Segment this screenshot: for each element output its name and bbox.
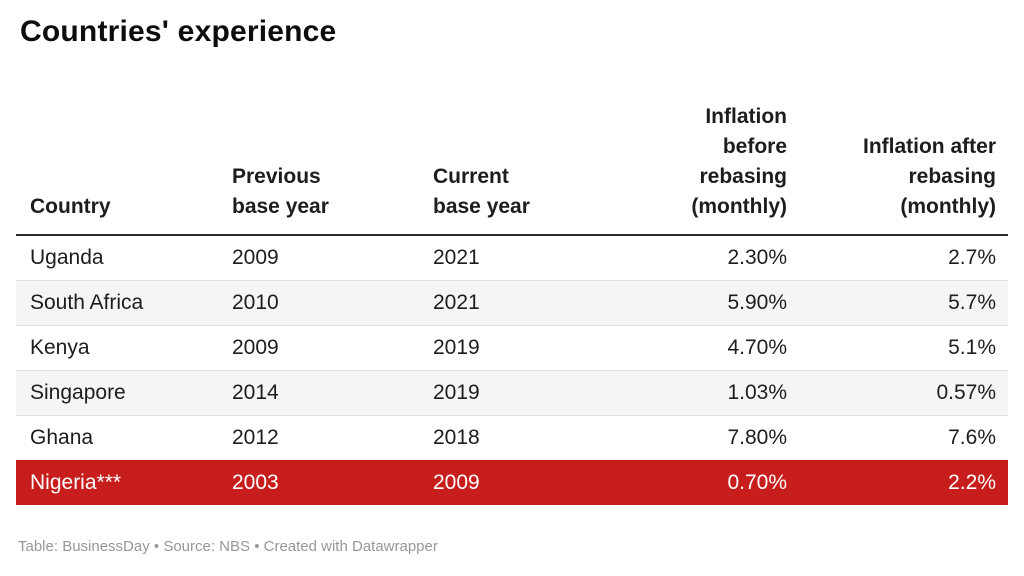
column-header-inflation-after-rebasing-monthly: Inflation after rebasing (monthly) (801, 102, 1008, 236)
cell-uganda-current-base-year: 2021 (433, 246, 480, 269)
column-header-previous-base-year: Previous base year (218, 102, 419, 236)
table-header: Country Previous base year Current base ye… (16, 102, 1008, 236)
cell-south-africa-country: South Africa (30, 291, 144, 314)
cell-singapore-inflation-before: 1.03% (727, 381, 787, 404)
cell-ghana-inflation-after: 7.6% (948, 426, 996, 449)
column-header-country: Country (16, 102, 218, 236)
countries-table: Country Previous base year Current base ye… (16, 102, 1008, 505)
datawrapper-table-page: Countries' experience Country Previous ba… (0, 14, 1024, 576)
column-header-current-base-year: Current base year (419, 102, 619, 236)
cell-nigeria-inflation-after: 2.2% (948, 471, 996, 494)
table-row-nigeria: Nigeria*** 2003 2009 0.70% 2.2% (16, 460, 1008, 505)
header-row: Country Previous base year Current base ye… (16, 102, 1008, 236)
cell-nigeria-current-base-year: 2009 (433, 471, 480, 494)
cell-nigeria-inflation-before: 0.70% (727, 471, 787, 494)
cell-kenya-previous-base-year: 2009 (232, 336, 279, 359)
cell-singapore-current-base-year: 2019 (433, 381, 480, 404)
cell-south-africa-inflation-after: 5.7% (948, 291, 996, 314)
page-title: Countries' experience (20, 15, 337, 48)
cell-uganda-previous-base-year: 2009 (232, 246, 279, 269)
cell-south-africa-previous-base-year: 2010 (232, 291, 279, 314)
cell-nigeria-previous-base-year: 2003 (232, 471, 279, 494)
cell-south-africa-inflation-before: 5.90% (727, 291, 787, 314)
cell-kenya-current-base-year: 2019 (433, 336, 480, 359)
cell-ghana-previous-base-year: 2012 (232, 426, 279, 449)
cell-kenya-country: Kenya (30, 336, 90, 359)
cell-singapore-inflation-after: 0.57% (936, 381, 996, 404)
cell-ghana-current-base-year: 2018 (433, 426, 480, 449)
column-header-inflation-before-rebasing-monthly: Inflation before rebasing (monthly) (619, 102, 801, 236)
table-row-kenya: Kenya 2009 2019 4.70% 5.1% (16, 325, 1008, 371)
attribution-footer: Table: BusinessDay • Source: NBS • Creat… (18, 538, 438, 555)
cell-singapore-previous-base-year: 2014 (232, 381, 279, 404)
table-row-south-africa: South Africa 2010 2021 5.90% 5.7% (16, 280, 1008, 326)
table-row-singapore: Singapore 2014 2019 1.03% 0.57% (16, 370, 1008, 416)
table-body: Uganda 2009 2021 2.30% 2.7% South Africa 2010 2… (16, 235, 1008, 505)
cell-kenya-inflation-before: 4.70% (727, 336, 787, 359)
cell-nigeria-country: Nigeria*** (30, 471, 122, 494)
cell-singapore-country: Singapore (30, 381, 126, 404)
cell-ghana-inflation-before: 7.80% (727, 426, 787, 449)
table-row-uganda: Uganda 2009 2021 2.30% 2.7% (16, 235, 1008, 281)
cell-ghana-country: Ghana (30, 426, 94, 449)
cell-south-africa-current-base-year: 2021 (433, 291, 480, 314)
cell-kenya-inflation-after: 5.1% (948, 336, 996, 359)
cell-uganda-inflation-after: 2.7% (948, 246, 996, 269)
cell-uganda-inflation-before: 2.30% (727, 246, 787, 269)
table-row-ghana: Ghana 2012 2018 7.80% 7.6% (16, 415, 1008, 461)
cell-uganda-country: Uganda (30, 246, 104, 269)
